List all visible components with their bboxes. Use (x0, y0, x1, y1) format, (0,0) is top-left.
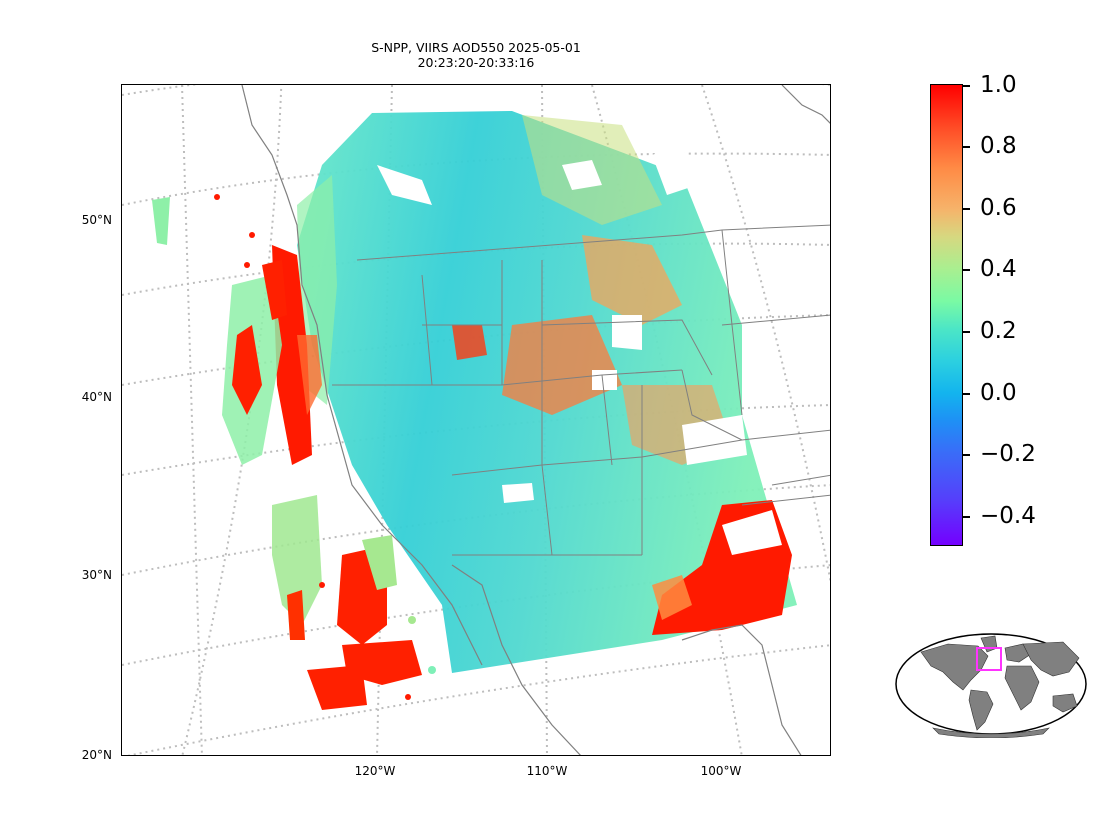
colorbar-tick (963, 146, 970, 148)
title-line-2: 20:23:20-20:33:16 (417, 55, 535, 70)
lat-label-50n: 50°N (81, 213, 112, 227)
aod-map (121, 84, 831, 756)
colorbar-tick (963, 208, 970, 210)
colorbar-label: 0.4 (980, 256, 1017, 282)
colorbar-tick (963, 331, 970, 333)
colorbar-tick (963, 393, 970, 395)
world-locator-inset (893, 630, 1089, 739)
map-canvas (122, 85, 830, 755)
lat-label-40n: 40°N (81, 390, 112, 404)
state-borders (332, 224, 830, 556)
map-title: S-NPP, VIIRS AOD550 2025-05-01 20:23:20-… (121, 40, 831, 70)
aod-swath (272, 111, 797, 673)
colorbar-tick (963, 454, 970, 456)
lat-label-30n: 30°N (81, 568, 112, 582)
world-locator-map (895, 633, 1087, 739)
offshore-retrievals (152, 194, 436, 710)
colorbar-tick (963, 85, 970, 87)
colorbar-label: −0.4 (980, 503, 1036, 529)
coastlines (241, 85, 830, 755)
lat-label-20n: 20°N (81, 748, 112, 762)
lon-label-100w: 100°W (700, 764, 742, 778)
colorbar-label: −0.2 (980, 441, 1036, 467)
lon-label-110w: 110°W (526, 764, 568, 778)
title-line-1: S-NPP, VIIRS AOD550 2025-05-01 (371, 40, 581, 55)
world-land (920, 635, 1080, 739)
region-box (976, 647, 1002, 671)
colorbar-label: 0.8 (980, 133, 1017, 159)
colorbar-tick (963, 269, 970, 271)
colorbar-label: 0.6 (980, 195, 1017, 221)
colorbar-label: 1.0 (980, 72, 1017, 98)
colorbar-label: 0.0 (980, 380, 1017, 406)
colorbar-label: 0.2 (980, 318, 1017, 344)
colorbar-tick (963, 516, 970, 518)
colorbar (930, 84, 963, 546)
lon-label-120w: 120°W (354, 764, 396, 778)
